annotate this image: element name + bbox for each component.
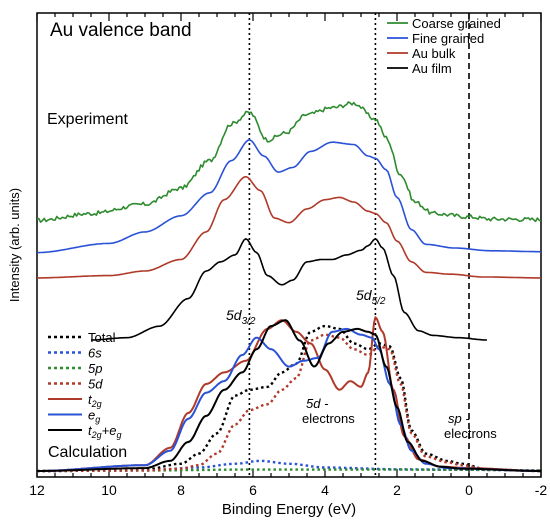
- experiment-curves: [36, 101, 542, 341]
- x-tick-label: 10: [101, 482, 117, 498]
- d-electrons-line2: electrons: [302, 411, 355, 426]
- x-tick-label: 2: [393, 482, 401, 498]
- calculation-legend-label: eg: [88, 408, 100, 425]
- x-tick-label: 6: [249, 482, 257, 498]
- experiment-line-fine-grained: [37, 139, 541, 254]
- y-axis-label: Intensity (arb. units): [7, 188, 22, 302]
- calculation-curves: [37, 316, 541, 473]
- experiment-line-au-bulk: [37, 175, 541, 279]
- experiment-legend-label: Coarse grained: [412, 16, 501, 31]
- reference-lines: [248, 13, 470, 477]
- experiment-label: Experiment: [47, 111, 128, 128]
- x-tick-label: 8: [177, 482, 185, 498]
- peak-label-5d52: 5d5/2: [356, 287, 386, 307]
- experiment-legend-label: Au film: [412, 61, 452, 76]
- calculation-legend-label: t2g+eg: [88, 423, 121, 440]
- calculation-line-t2g-plus-eg: [37, 319, 541, 472]
- calculation-label: Calculation: [48, 444, 127, 461]
- peak-label-5d32-sub: 3/2: [242, 316, 256, 327]
- peak-label-5d52-sub: 5/2: [372, 296, 386, 307]
- experiment-legend-label: Au bulk: [412, 46, 456, 61]
- x-tick-label: -2: [535, 482, 548, 498]
- experiment-line-au-film: [91, 238, 487, 341]
- calculation-legend-label: t2g: [88, 392, 102, 409]
- d-electrons-line1: 5d -: [306, 396, 329, 411]
- peak-label-5d32-base: 5d: [226, 307, 243, 323]
- calculation-legend-label: Total: [88, 330, 116, 345]
- experiment-line-coarse-grained: [36, 101, 542, 223]
- sp-electrons-line2: electrons: [444, 426, 497, 441]
- calculation-line-5d: [37, 333, 541, 473]
- x-tick-label: 12: [29, 482, 45, 498]
- x-tick-labels: 12 10 8 6 4 2 0 -2: [29, 482, 547, 498]
- x-axis-label: Binding Energy (eV): [222, 501, 356, 518]
- chart-title: Au valence band: [50, 20, 192, 41]
- calculation-legend-label: 5d: [88, 377, 103, 392]
- peak-label-5d32: 5d3/2: [226, 307, 256, 327]
- sp-electrons-line1: sp -: [448, 411, 470, 426]
- x-tick-label: 4: [321, 482, 329, 498]
- plot-frame: [36, 12, 542, 478]
- calculation-legend-label: 6s: [88, 346, 102, 361]
- peak-label-5d52-base: 5d: [356, 287, 373, 303]
- calculation-legend-label: 5p: [88, 361, 102, 376]
- x-tick-label: 0: [465, 482, 473, 498]
- experiment-legend-label: Fine grained: [412, 31, 484, 46]
